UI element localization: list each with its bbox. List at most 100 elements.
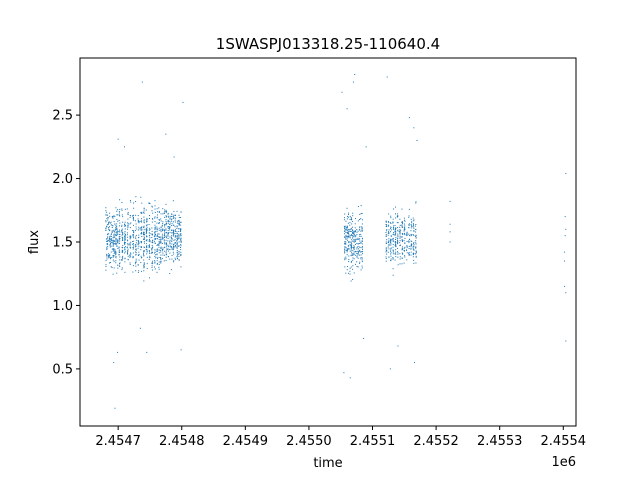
data-point [347, 272, 349, 274]
data-point [113, 215, 115, 217]
data-point [117, 264, 119, 266]
data-point [359, 229, 361, 231]
data-point [143, 241, 145, 243]
data-point [156, 228, 158, 230]
data-point [350, 261, 352, 263]
data-point [344, 243, 346, 245]
data-point [111, 267, 113, 269]
data-point [119, 233, 121, 235]
data-point [156, 254, 158, 256]
data-point [109, 222, 111, 224]
data-point [180, 229, 182, 231]
data-point [401, 241, 403, 242]
data-point [117, 231, 119, 233]
data-point [352, 230, 354, 232]
data-point [415, 231, 417, 233]
x-tick-label: 2.4551 [350, 434, 396, 449]
data-point [145, 232, 147, 234]
data-point [124, 246, 126, 248]
data-point [122, 234, 124, 236]
data-point [399, 231, 401, 233]
data-point [117, 239, 119, 241]
data-point [415, 247, 417, 249]
data-point [105, 266, 107, 268]
data-point [156, 250, 158, 252]
data-point [355, 236, 357, 238]
data-point [415, 246, 417, 248]
data-point [106, 249, 108, 251]
data-point [124, 242, 126, 244]
x-axis-offset-label: 1e6 [551, 455, 576, 470]
data-point [172, 246, 174, 248]
data-point [354, 74, 356, 75]
data-point [107, 217, 109, 219]
data-point [160, 246, 162, 248]
data-point [401, 239, 403, 241]
data-point [122, 250, 124, 252]
data-point [111, 242, 113, 244]
data-point [121, 234, 123, 236]
data-point [346, 225, 348, 227]
data-point [143, 251, 145, 253]
data-point [178, 219, 180, 221]
data-point [410, 247, 412, 249]
data-point [393, 232, 395, 234]
data-point [109, 244, 111, 246]
data-point [121, 252, 123, 254]
data-point [352, 257, 354, 259]
data-point [129, 237, 131, 239]
data-point [392, 268, 394, 270]
data-point [361, 246, 363, 248]
data-point [392, 258, 394, 260]
data-point [173, 261, 175, 263]
data-point [386, 226, 388, 228]
data-point [176, 247, 178, 249]
data-point [173, 216, 175, 218]
data-point [110, 235, 112, 237]
data-point [124, 249, 126, 251]
data-point [112, 245, 114, 247]
data-point [145, 235, 147, 237]
data-point [349, 222, 351, 224]
data-point [350, 246, 352, 248]
data-point [119, 222, 121, 224]
data-point [349, 250, 351, 252]
data-point [158, 210, 160, 212]
data-point [160, 248, 162, 250]
data-point [107, 236, 109, 238]
data-point [151, 227, 153, 229]
data-point [359, 240, 361, 242]
data-point [137, 247, 139, 249]
data-point [385, 224, 387, 226]
data-point [411, 240, 413, 242]
data-point [358, 234, 360, 236]
data-point [356, 256, 358, 258]
data-point [397, 230, 399, 232]
data-point [414, 253, 416, 255]
data-point [399, 236, 401, 238]
data-point [113, 240, 115, 242]
data-point [165, 253, 167, 255]
data-point [346, 207, 348, 209]
data-point [158, 227, 160, 229]
data-point [357, 252, 359, 254]
data-point [388, 256, 390, 258]
data-point [352, 81, 354, 83]
data-point [392, 222, 394, 224]
data-point [151, 248, 153, 250]
data-point [415, 240, 417, 242]
data-point [347, 216, 349, 218]
data-point [116, 229, 118, 231]
data-point [347, 245, 349, 247]
data-point [154, 208, 156, 210]
data-point [112, 248, 114, 250]
data-point [406, 252, 408, 254]
data-point [156, 229, 158, 231]
data-point [122, 238, 124, 240]
data-point [355, 235, 357, 237]
data-point [141, 242, 143, 244]
data-point [134, 251, 136, 253]
data-point [410, 233, 412, 235]
data-point [115, 252, 117, 254]
data-point [121, 229, 123, 231]
